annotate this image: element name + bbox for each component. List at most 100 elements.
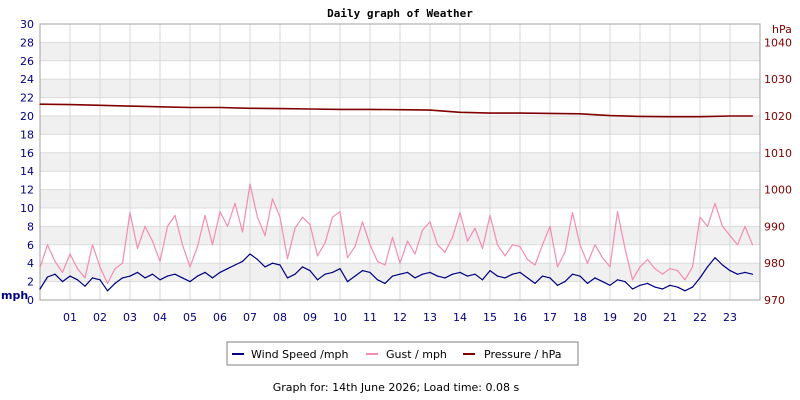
data-point [46,276,49,278]
data-point [129,212,131,214]
data-point [459,271,461,273]
right-tick-label: 970 [764,294,785,307]
data-point [249,183,251,185]
data-point [421,273,424,275]
data-point [114,268,116,270]
left-tick-label: 24 [20,73,34,86]
data-point [676,270,679,272]
right-tick-label: 1030 [764,73,792,86]
data-point [489,214,491,216]
data-point [669,284,671,286]
data-point [699,116,701,118]
data-point [504,255,506,257]
data-point [474,273,476,275]
data-point [174,273,176,275]
data-point [429,271,431,273]
data-point [39,267,41,269]
data-point [234,264,236,266]
left-tick-label: 2 [27,276,34,289]
data-point [294,227,296,229]
data-point [421,229,424,231]
data-point [496,244,499,246]
data-point [639,115,641,117]
x-tick-label: 09 [303,311,317,324]
data-point [579,275,581,277]
data-point [481,279,484,281]
data-point [384,282,386,284]
data-point [181,277,184,279]
series-layer [39,103,754,292]
data-point [631,279,634,281]
left-tick-label: 12 [20,184,34,197]
left-tick-label: 8 [27,220,34,233]
data-point [459,111,461,113]
data-point [46,244,49,246]
data-point [661,273,664,275]
data-point [189,281,191,283]
data-point [324,242,326,244]
legend-label-pressure: Pressure / hPa [484,348,562,361]
data-point [69,275,71,277]
data-point [99,104,101,106]
data-point [684,290,686,292]
legend: Wind Speed /mph Gust / mph Pressure / hP… [226,341,579,366]
data-point [309,270,311,272]
data-point [316,279,319,281]
data-point [564,281,566,283]
x-tick-label: 01 [63,311,77,324]
x-tick-label: 06 [213,311,227,324]
data-point [294,273,296,275]
data-point [721,225,724,227]
data-point [631,288,634,290]
data-point [196,275,199,277]
data-point [609,284,611,286]
data-point [279,264,281,266]
data-point [339,108,341,110]
x-tick-label: 13 [423,311,437,324]
data-point [624,247,626,250]
data-point [391,275,394,277]
x-tick-label: 03 [123,311,137,324]
right-tick-label: 990 [764,220,785,233]
data-point [586,262,589,264]
x-tick-label: 05 [183,311,197,324]
data-point [181,244,184,246]
data-point [166,225,169,227]
data-point [286,277,289,279]
data-point [91,277,94,279]
plot-frame [39,23,761,301]
data-point [121,262,124,264]
data-point [399,109,401,111]
data-point [571,212,574,214]
data-point [211,277,214,279]
data-point [316,255,319,257]
data-point [714,257,716,259]
data-point [279,108,281,110]
data-point [511,273,514,275]
data-point [136,247,139,250]
data-point [76,279,79,281]
data-point [646,282,649,284]
data-point [654,286,656,288]
data-point [69,253,71,255]
data-point [406,240,409,242]
data-point [226,225,229,227]
data-point [751,273,754,275]
right-tick-label: 980 [764,257,785,270]
data-point [601,281,604,283]
data-point [691,266,694,268]
right-tick-label: 1000 [764,184,792,197]
right-axis-ticks: 970 980 990 1000 1010 1020 1030 1040 [764,36,792,307]
data-point [264,266,266,268]
data-point [219,271,221,273]
data-point [61,271,64,273]
data-point [534,282,536,284]
data-point [129,105,131,107]
data-point [39,103,41,105]
data-point [669,116,671,118]
data-point [549,277,551,279]
data-point [249,107,251,109]
left-tick-label: 18 [20,128,34,141]
data-point [571,273,574,275]
